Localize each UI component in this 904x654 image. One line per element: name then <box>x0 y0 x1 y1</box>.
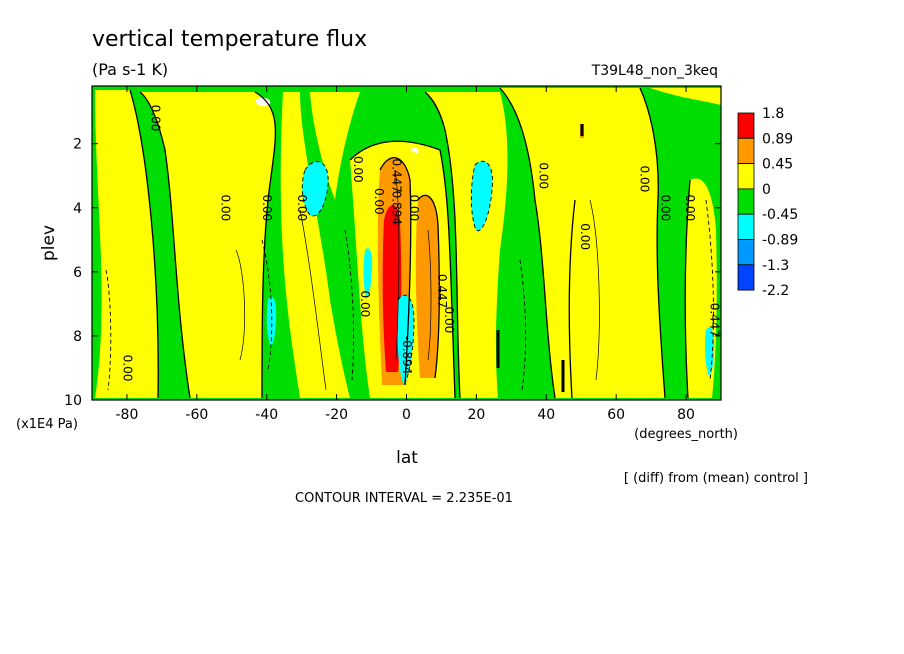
legend-swatch <box>737 264 755 291</box>
contour-label-layer: 0.000.000.00 0.00 0.000.000.000.4470.8940.… <box>121 105 722 382</box>
contour-label: 0.00 <box>659 194 673 221</box>
legend-swatch <box>737 188 755 215</box>
contour-lines-dashed <box>105 160 714 391</box>
x-tick-label: -60 <box>185 407 208 423</box>
contour-label: 0.00 <box>260 194 274 221</box>
y-axis-units: (x1E4 Pa) <box>16 417 78 432</box>
contour-label: 0.00 <box>218 194 232 221</box>
blank-cell <box>410 147 419 154</box>
contour-label: 0.00 <box>148 105 162 132</box>
contour-label: 0.894 <box>390 191 404 225</box>
contour-label: 0.00 <box>578 223 592 250</box>
x-tick-label: -80 <box>116 407 139 423</box>
chart-title: vertical temperature flux <box>92 27 367 52</box>
y-axis: 2 4 6 8 10 <box>64 137 721 409</box>
legend-swatch <box>737 112 755 139</box>
region-negative <box>266 296 277 346</box>
contour-label: 0.00 <box>536 162 550 189</box>
legend-label: -1.3 <box>762 258 789 274</box>
contour-interval: CONTOUR INTERVAL = 2.235E-01 <box>295 491 513 506</box>
contour-label: 0.00 <box>638 166 652 193</box>
x-tick-label: 80 <box>677 407 695 423</box>
region-positive <box>310 92 360 200</box>
y-tick-label: 2 <box>73 137 82 153</box>
y-tick-label: 8 <box>73 329 82 345</box>
contour-label: 0.447 <box>708 303 722 337</box>
contour-label: 0.447 <box>435 274 449 308</box>
legend-label: -0.89 <box>762 233 798 249</box>
region-positive <box>650 88 721 105</box>
x-tick-label: -20 <box>325 407 348 423</box>
x-tick-label: 20 <box>467 407 485 423</box>
y-tick-label: 6 <box>73 265 82 281</box>
region-positive-red <box>382 205 402 372</box>
y-axis-label: plev <box>39 225 59 261</box>
diff-note: [ (diff) from (mean) control ] <box>624 471 808 486</box>
x-axis: -80 -60 -40 -20 0 20 40 60 80 <box>116 86 695 423</box>
contour-label: 0.00 <box>121 355 135 382</box>
contour-label: 0.447 <box>390 159 404 193</box>
legend-swatch <box>737 137 755 165</box>
contour-label: 0.00 <box>358 291 372 318</box>
legend-label: 1.8 <box>762 106 784 122</box>
blank-cell <box>255 97 271 107</box>
contour-label: 0.00 <box>442 307 456 334</box>
contour-lines-thin <box>235 169 600 391</box>
legend-swatch <box>737 163 755 190</box>
legend-swatch <box>737 213 755 240</box>
contour-label: 0.00 <box>351 156 365 183</box>
legend-label: 0.89 <box>762 131 793 147</box>
contour-label: 0.00 <box>372 188 386 215</box>
y-tick-label: 4 <box>73 201 82 217</box>
legend-label: 0 <box>762 182 771 198</box>
region-positive <box>140 92 276 398</box>
contour-label: -0.894 <box>400 336 414 375</box>
contour-label: 0.00 <box>407 194 421 221</box>
region-positive-orange <box>415 195 440 378</box>
y-tick-label: 10 <box>64 393 82 409</box>
x-tick-label: 40 <box>537 407 555 423</box>
x-tick-label: 60 <box>607 407 625 423</box>
color-legend: 1.8 0.89 0.45 0 -0.45 -0.89 -1.3 -2.2 <box>737 106 798 299</box>
contour-lines-bold <box>496 124 584 392</box>
contour-label: 0.00 <box>683 194 697 221</box>
region-positive <box>569 192 613 398</box>
legend-swatch <box>737 239 755 266</box>
contour-field <box>95 87 721 399</box>
chart-units: (Pa s-1 K) <box>92 60 168 79</box>
x-tick-label: -40 <box>255 407 278 423</box>
legend-label: 0.45 <box>762 157 793 173</box>
region-negative <box>471 161 493 231</box>
legend-label: -2.2 <box>762 283 789 299</box>
run-label: T39L48_non_3keq <box>591 63 718 79</box>
contour-lines-solid <box>129 87 691 399</box>
x-axis-units: (degrees_north) <box>634 427 738 442</box>
x-axis-label: lat <box>396 448 418 468</box>
x-tick-label: 0 <box>402 407 411 423</box>
region-negative <box>302 161 329 216</box>
region-negative <box>397 295 414 385</box>
contour-label: 0.00 <box>295 194 309 221</box>
region-positive <box>280 92 350 398</box>
region-negative <box>363 248 373 299</box>
legend-label: -0.45 <box>762 207 798 223</box>
